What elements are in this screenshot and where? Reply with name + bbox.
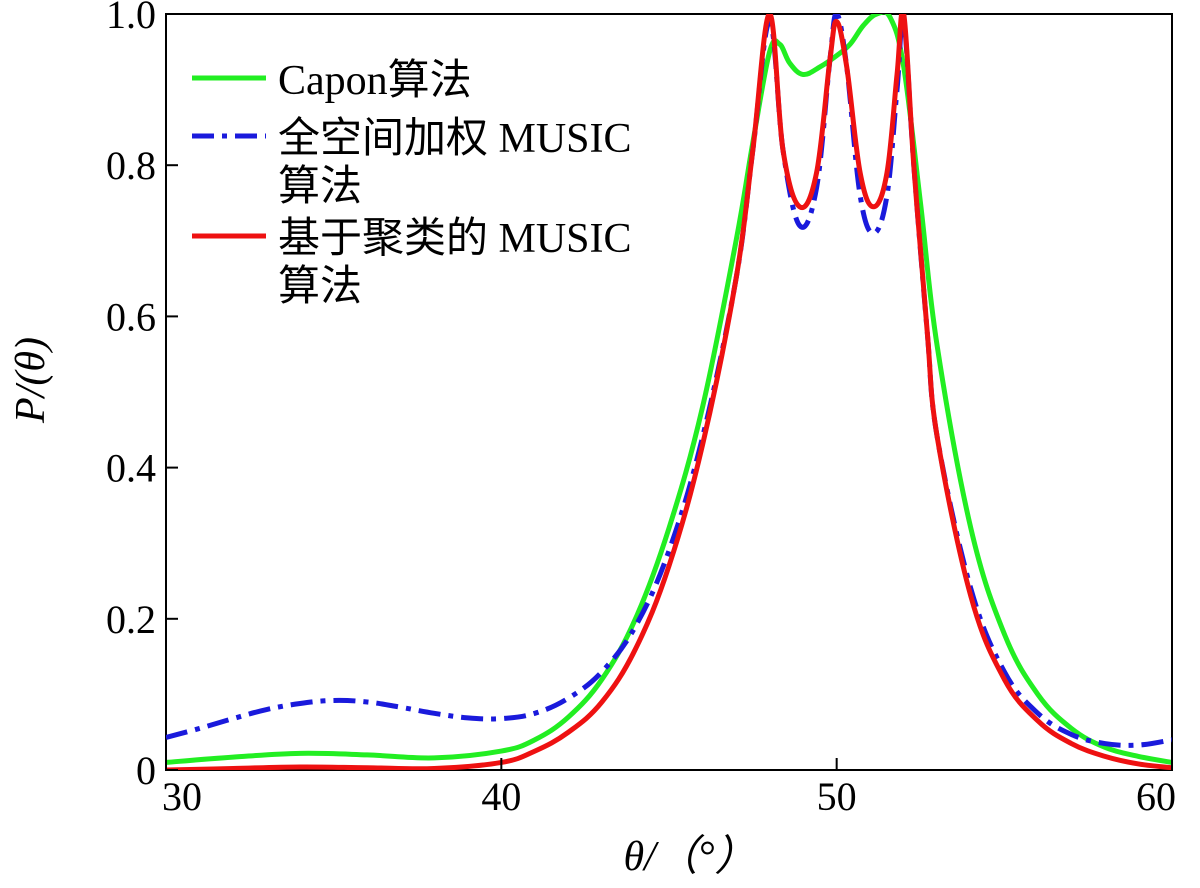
x-axis-label: θ/（°） [623,834,756,880]
legend-label-2: 算法 [278,164,362,210]
legend-label-3: 算法 [278,264,362,310]
legend-label-2: 全空间加权 MUSIC [278,115,632,162]
y-axis-label: P/(θ) [8,337,54,424]
x-tick-label: 50 [817,774,857,819]
y-tick-label: 0.2 [106,597,156,642]
legend-label-1: Capon算法 [278,58,472,104]
y-tick-label: 1.0 [106,0,156,37]
tick-layer: 30 40 50 60 0 0.2 0.4 0.6 0.8 1.0 [106,0,1176,819]
legend-label-3: 基于聚类的 MUSIC [278,216,632,262]
x-tick-label: 30 [162,774,202,819]
series-layer [166,14,1172,770]
series-line-3 [166,14,1172,770]
y-tick-label: 0 [136,748,156,793]
x-tick-label: 40 [481,774,521,819]
plot-frame [165,13,1173,771]
y-tick-label: 0.6 [106,294,156,339]
y-tick-label: 0.8 [106,143,156,188]
y-tick-label: 0.4 [106,446,156,491]
x-tick-label: 60 [1136,774,1176,819]
series-line-1 [166,14,1172,765]
